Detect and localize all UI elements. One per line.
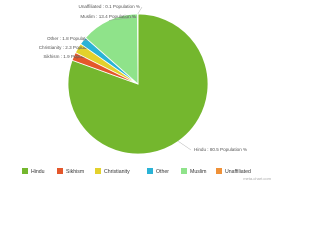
data-label: Muslim : 13.4 Population % — [80, 14, 136, 19]
leader-line — [108, 16, 139, 21]
legend-swatch — [95, 168, 101, 174]
data-label: Unaffiliated : 0.1 Population % — [79, 4, 140, 9]
legend-label: Hindu — [31, 169, 45, 175]
data-label: Hindu : 80.5 Population % — [194, 147, 247, 152]
legend-label: Unaffiliated — [225, 169, 251, 175]
leader-line — [137, 6, 143, 15]
legend-label: Muslim — [190, 169, 206, 175]
data-label: Other : 1.8 Population % — [47, 36, 97, 41]
legend-swatch — [181, 168, 187, 174]
legend-label: Other — [156, 169, 169, 175]
data-label: Sikhism : 1.9 Population % — [43, 54, 98, 59]
legend-swatch — [22, 168, 28, 174]
legend-swatch — [147, 168, 153, 174]
watermark: meta-chart.com — [243, 176, 271, 181]
data-label: Christianity : 2.3 Population % — [39, 45, 100, 50]
chart: meta-chart.com Hindu : 80.5 Population %… — [22, 4, 272, 181]
legend-swatch — [216, 168, 222, 174]
legend-label: Christianity — [104, 169, 130, 175]
leader-line — [178, 141, 192, 151]
page: meta-chart.com Hindu : 80.5 Population %… — [22, 4, 272, 182]
legend-label: Sikhism — [66, 169, 84, 175]
legend-swatch — [57, 168, 63, 174]
